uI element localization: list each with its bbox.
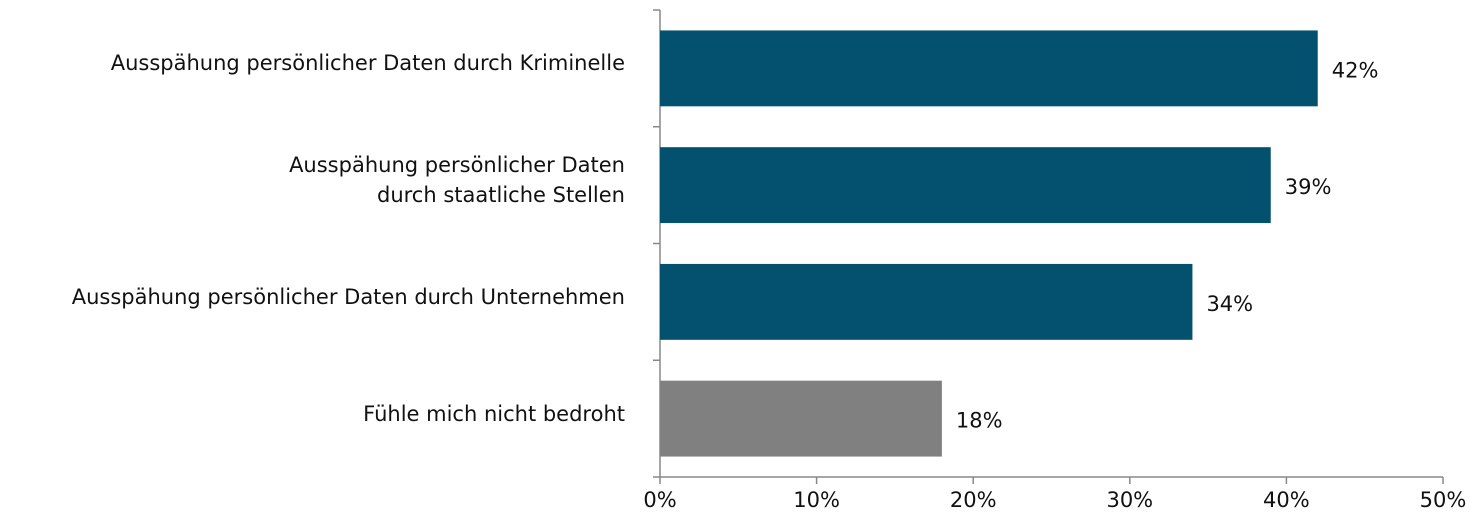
- value-label: 34%: [1206, 292, 1253, 316]
- bar: [660, 30, 1318, 107]
- x-tick-label: 10%: [793, 488, 840, 512]
- bar: [660, 263, 1193, 340]
- x-tick-label: 50%: [1420, 488, 1467, 512]
- bar: [660, 147, 1271, 224]
- x-tick-label: 20%: [950, 488, 997, 512]
- category-label: Ausspähung persönlicher Daten durch Krim…: [110, 51, 625, 76]
- category-label: Ausspähung persönlicher Daten durch Unte…: [71, 284, 625, 309]
- value-label: 18%: [956, 409, 1003, 433]
- value-label: 42%: [1332, 58, 1379, 82]
- x-tick-label: 30%: [1106, 488, 1153, 512]
- value-label: 39%: [1285, 175, 1332, 199]
- x-tick-label: 40%: [1263, 488, 1310, 512]
- x-tick-label: 0%: [643, 488, 676, 512]
- bar: [660, 380, 942, 457]
- category-label: Ausspähung persönlicher Daten durch staa…: [289, 153, 625, 208]
- category-label: Fühle mich nicht bedroht: [363, 401, 625, 426]
